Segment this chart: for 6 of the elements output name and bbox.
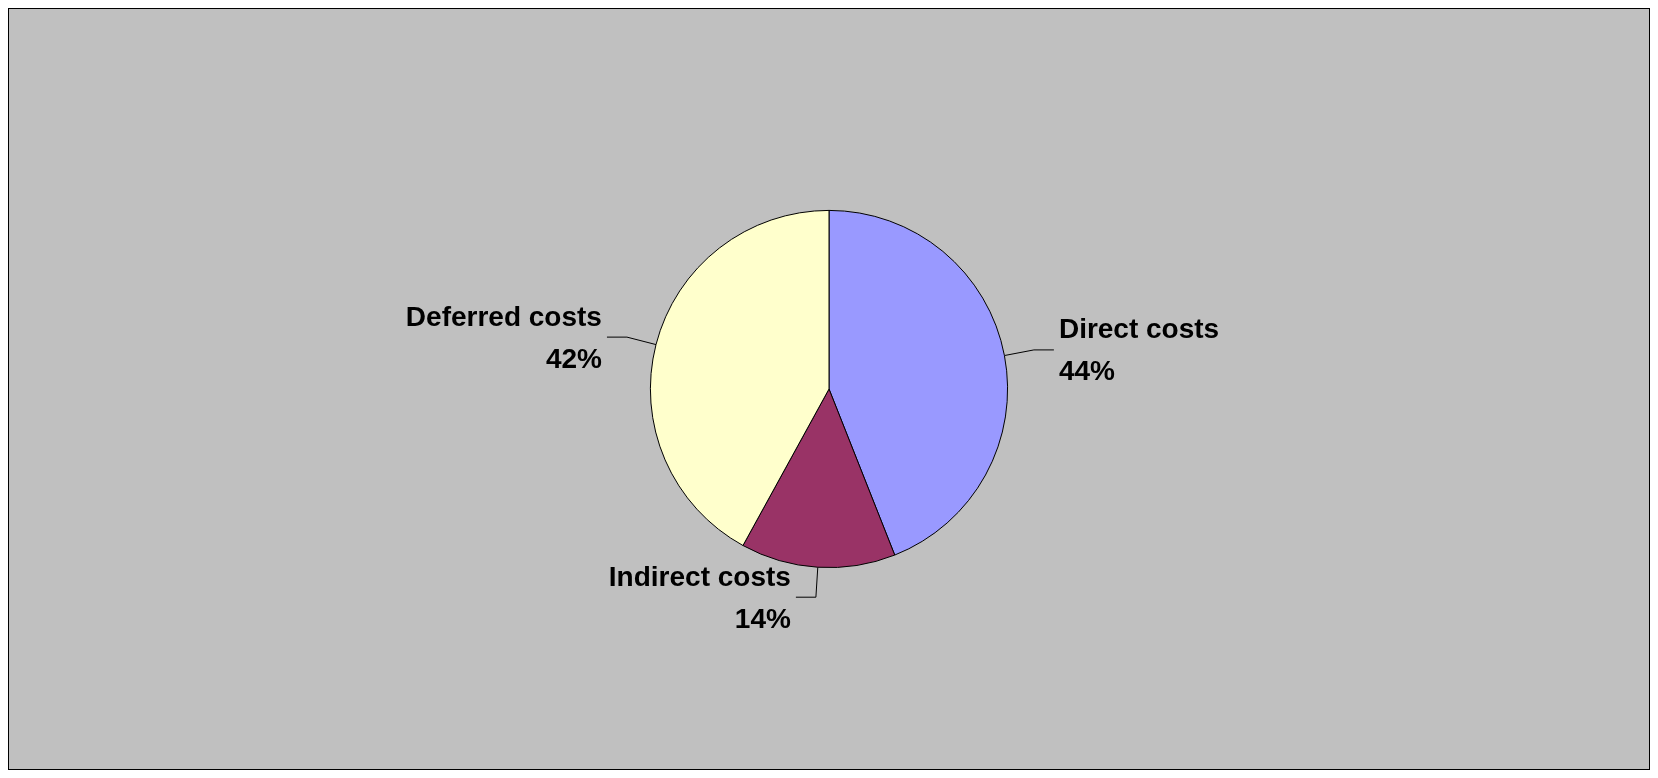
data-label: 42% [545,342,603,374]
data-label: 44% [1058,355,1116,387]
slice-label: Deferred costs [405,300,602,332]
slice-label: Direct costs [1058,313,1220,345]
data-label: 14% [734,602,791,634]
slice-label: Indirect costs [608,560,791,592]
